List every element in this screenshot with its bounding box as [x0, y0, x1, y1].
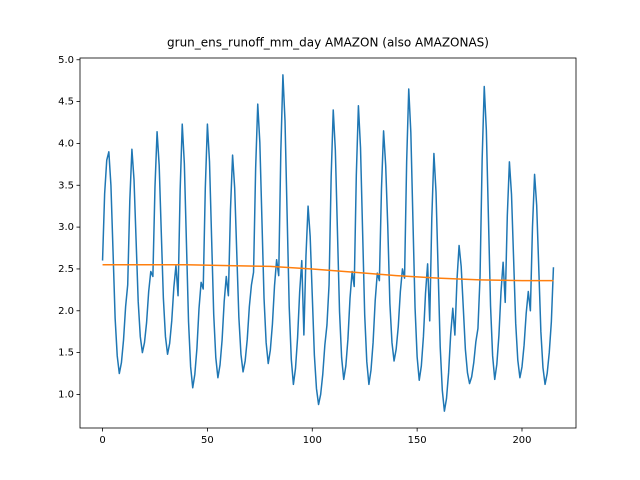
x-tick-label: 200	[512, 435, 531, 446]
series-line	[102, 264, 554, 282]
x-tick-label: 100	[303, 435, 322, 446]
y-tick-label: 3.0	[58, 222, 74, 233]
x-tick-label: 150	[408, 435, 427, 446]
chart-title: grun_ens_runoff_mm_day AMAZON (also AMAZ…	[167, 36, 489, 50]
y-tick-label: 2.0	[58, 306, 74, 317]
y-tick-label: 5.0	[58, 55, 74, 66]
series-line	[101, 74, 555, 412]
y-tick-label: 1.0	[58, 389, 74, 400]
x-tick-label: 0	[99, 435, 105, 446]
y-tick-label: 4.5	[58, 97, 74, 108]
x-tick-label: 50	[201, 435, 214, 446]
y-tick-label: 1.5	[58, 348, 74, 359]
plot-frame	[79, 57, 577, 429]
y-tick-label: 2.5	[58, 264, 74, 275]
y-tick-label: 3.5	[58, 180, 74, 191]
y-tick-label: 4.0	[58, 138, 74, 149]
